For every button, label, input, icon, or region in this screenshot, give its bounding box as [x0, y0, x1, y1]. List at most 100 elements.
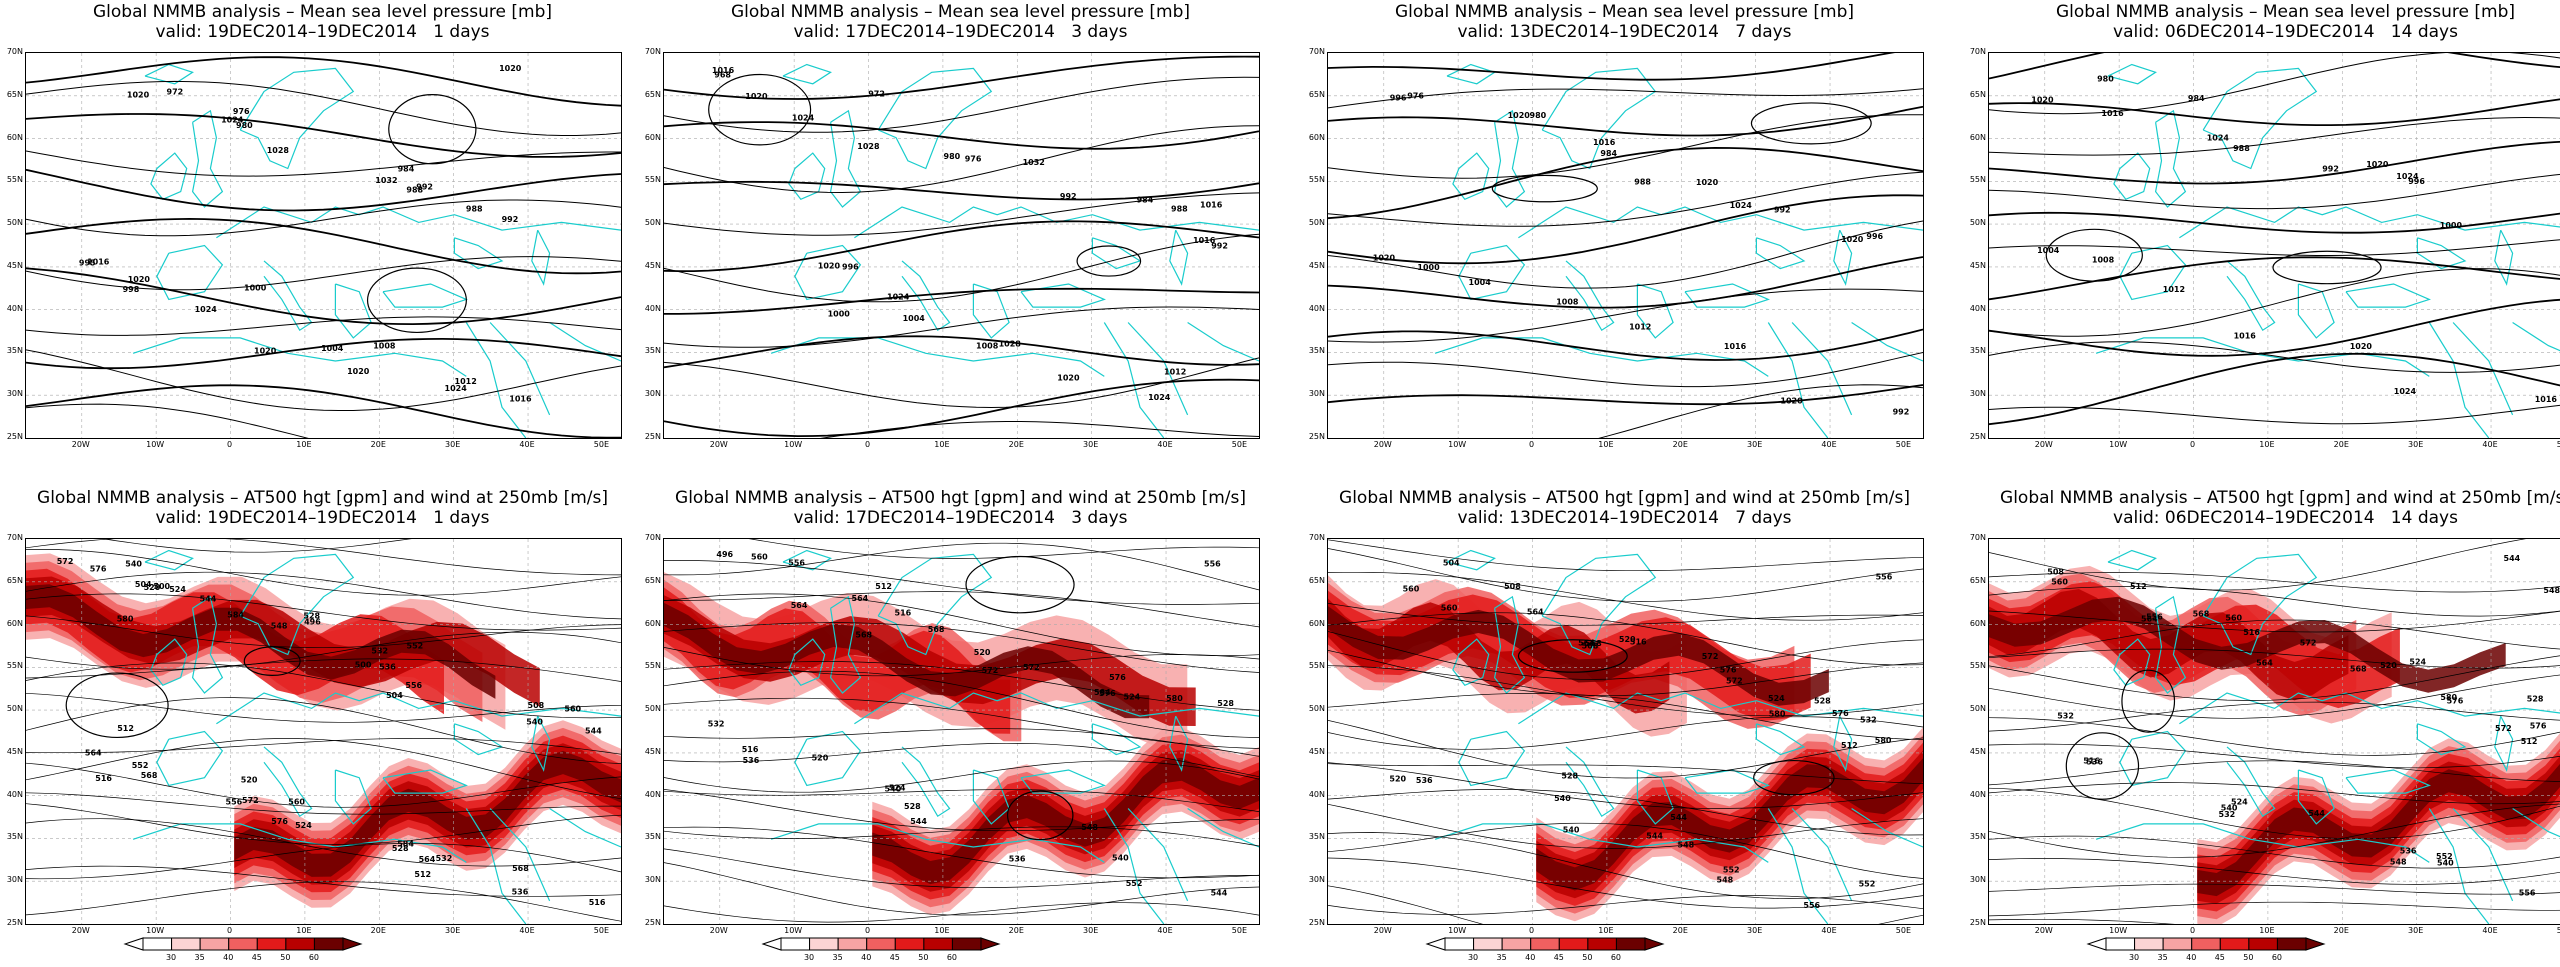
- contour-label: 560: [564, 705, 581, 714]
- longitude-tick-label: 10E: [2259, 440, 2275, 449]
- contour-label: 504: [135, 580, 152, 589]
- colorbar-swatch: [2190, 937, 2221, 951]
- isoline: [1989, 918, 2175, 924]
- latitude-tick-label: 40N: [1969, 303, 1986, 313]
- panel-title-block: Global NMMB analysis – Mean sea level pr…: [5, 2, 640, 46]
- latitude-tick-label: 70N: [644, 47, 661, 56]
- colorbar-tick-label: 40: [861, 953, 872, 962]
- contour-label: 1024: [792, 113, 815, 122]
- longitude-tick-label: 50E: [2556, 926, 2560, 935]
- coastline: [877, 553, 993, 656]
- isoline: [664, 306, 1259, 348]
- contour-label: 572: [57, 557, 74, 566]
- longitude-tick-label: 50E: [1231, 926, 1248, 935]
- longitude-tick-label: 0: [2189, 926, 2196, 935]
- contour-label: 504: [386, 691, 403, 700]
- contour-label: 536: [2086, 758, 2103, 767]
- contour-label: 984: [1600, 149, 1617, 158]
- isoline: [26, 199, 621, 237]
- coastline: [1833, 229, 1853, 286]
- mslp-map: 980 984 988 992 996 1000 1004 1008 1012 1016 1020 1…: [1988, 52, 2560, 439]
- isoline: [1989, 648, 2560, 669]
- isoline: [1328, 716, 1923, 750]
- coastline: [2345, 769, 2432, 794]
- isoline: [26, 267, 621, 326]
- map-canvas: 496 512 516 520 524 528 532 536 540 544 548 552 556 5…: [664, 539, 1259, 924]
- longitude-tick-label: 30E: [445, 440, 461, 449]
- contour-label: 552: [407, 641, 424, 650]
- contour-label: 1020: [1780, 397, 1803, 406]
- contour-label: 568: [928, 625, 945, 634]
- colorbar-tick-label: 45: [251, 953, 262, 962]
- longitude-tick-label: 20W: [709, 926, 728, 935]
- colorbar-swatch: [1529, 937, 1560, 951]
- latitude-tick-label: 25N: [1308, 918, 1325, 927]
- longitude-tick-label: 30E: [1747, 440, 1763, 449]
- latitude-tick-label: 50N: [644, 704, 661, 714]
- panel-valid-period: valid: 06DEC2014–19DEC2014 14 days: [2113, 22, 2458, 42]
- contour-label: 532: [436, 854, 453, 863]
- contour-label: 1020: [347, 367, 370, 376]
- coastline: [382, 283, 469, 308]
- wind-speed-colorbar: 30 35 40 45 50 60: [122, 937, 363, 967]
- contour-label: 988: [2233, 144, 2250, 153]
- contour-label: 540: [1554, 794, 1571, 803]
- contour-label: 992: [1211, 242, 1228, 251]
- latitude-tick-label: 65N: [1969, 575, 1986, 585]
- coastline: [1791, 808, 1853, 902]
- contour-label: 980: [236, 121, 253, 130]
- longitude-tick-label: 10E: [296, 926, 312, 935]
- latitude-tick-label: 60N: [6, 132, 23, 142]
- coastline: [2107, 549, 2157, 571]
- coastline: [782, 63, 832, 85]
- contour-label: 576: [2447, 696, 2464, 705]
- contour-label: 556: [1204, 560, 1221, 569]
- isoline: [1989, 268, 2560, 337]
- contour-label: 568: [1582, 642, 1599, 651]
- isoline: [664, 335, 1259, 369]
- contour-label: 580: [1166, 694, 1183, 703]
- colorbar-tick-label: 60: [1610, 953, 1622, 962]
- contour-label: 1020: [1373, 254, 1396, 263]
- wind-speed-shading: [1989, 596, 2506, 693]
- contour-label: 512: [2130, 582, 2147, 591]
- colorbar-tick-label: 60: [2271, 953, 2283, 962]
- latitude-tick-label: 50N: [6, 218, 23, 228]
- coastline: [2095, 337, 2430, 377]
- contour-label: 560: [288, 798, 305, 807]
- contour-label: 552: [1859, 879, 1876, 888]
- latitude-tick-label: 50N: [1969, 218, 1986, 228]
- coastline: [1851, 321, 1923, 362]
- contour-label: 532: [371, 646, 388, 655]
- panel-title: Global NMMB analysis – AT500 hgt [gpm] a…: [675, 488, 1246, 508]
- contour-label: 512: [117, 724, 134, 733]
- closed-isoline: [2272, 250, 2382, 285]
- contour-label: 548: [1717, 875, 1734, 884]
- longitude-tick-label: 20E: [2333, 926, 2349, 935]
- longitude-tick-label: 40E: [519, 926, 535, 935]
- isoline: [748, 539, 1259, 559]
- isoline: [1328, 720, 1923, 779]
- contour-label: 560: [1403, 584, 1420, 593]
- latitude-tick-label: 35N: [1308, 346, 1325, 356]
- contour-label: 560: [1441, 603, 1458, 612]
- longitude-tick-label: 0: [1528, 926, 1535, 935]
- isoline: [1328, 256, 1923, 309]
- isoline: [664, 670, 1259, 738]
- contour-label: 1016: [2535, 395, 2558, 404]
- coastline: [2154, 109, 2187, 208]
- coastline: [382, 769, 469, 794]
- isoline: [1328, 822, 1923, 879]
- contour-label: 1024: [195, 305, 218, 314]
- panel-title: Global NMMB analysis – AT500 hgt [gpm] a…: [1339, 488, 1910, 508]
- contour-label: 512: [2521, 737, 2538, 746]
- coastline: [1446, 549, 1496, 571]
- contour-label: 1016: [509, 394, 532, 403]
- longitude-tick-label: 30E: [1083, 926, 1099, 935]
- longitude-tick-label: 30E: [1747, 926, 1763, 935]
- colorbar-swatch: [2247, 937, 2278, 951]
- isoline: [26, 113, 621, 158]
- longitude-tick-label: 0: [864, 926, 871, 935]
- contour-label: 988: [406, 186, 423, 195]
